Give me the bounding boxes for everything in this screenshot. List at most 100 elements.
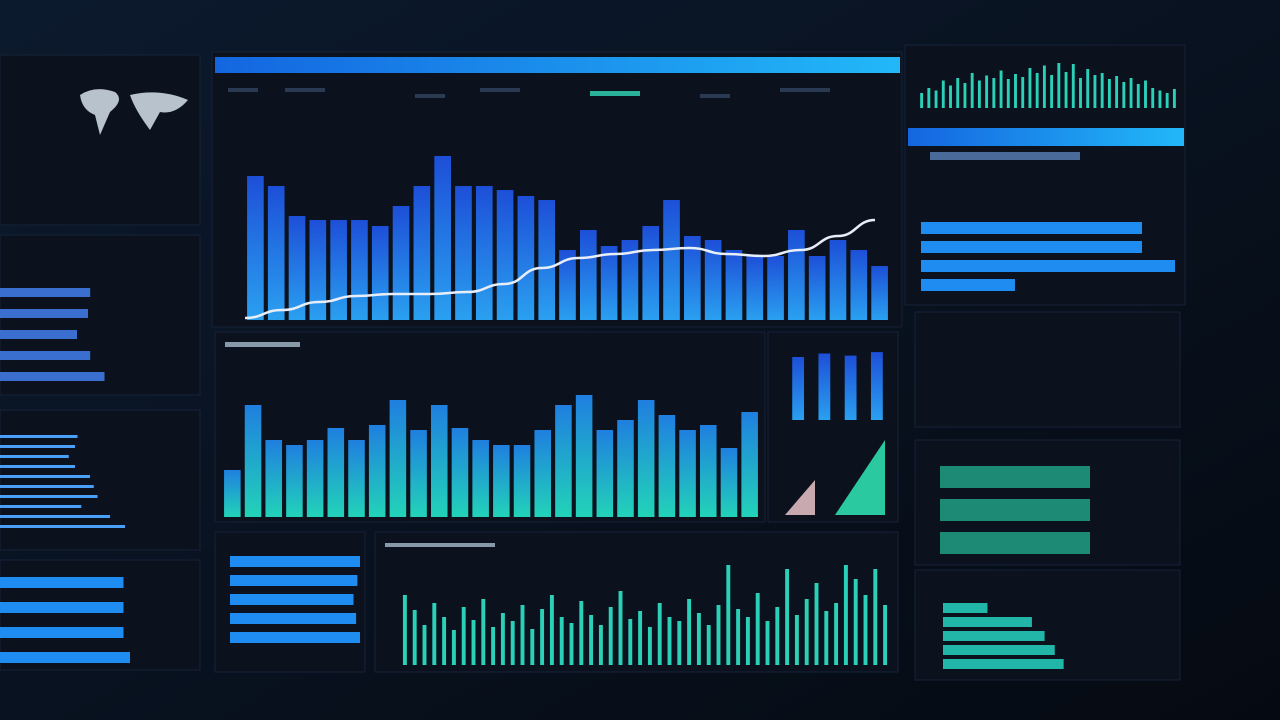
spike [1014, 74, 1017, 108]
spike [442, 617, 447, 665]
spike [755, 593, 760, 665]
spike [977, 80, 981, 108]
bar [637, 400, 655, 517]
bar [642, 226, 660, 320]
area-shape [835, 440, 885, 515]
bar [288, 216, 306, 320]
label-blur [780, 88, 830, 92]
spike [785, 569, 790, 665]
bar [621, 240, 639, 320]
spike [1129, 78, 1133, 108]
hbar [0, 525, 125, 528]
spike [920, 93, 924, 108]
spike [579, 601, 584, 665]
hbar [0, 515, 110, 518]
spike [569, 623, 574, 665]
hbar [0, 435, 78, 438]
spike [696, 613, 701, 665]
label-blur [385, 543, 495, 547]
label-blur [228, 88, 258, 92]
world-map [80, 89, 188, 135]
spike [834, 603, 839, 665]
label-blur [285, 88, 325, 92]
bar [430, 405, 448, 517]
spike [628, 619, 633, 665]
bar [559, 250, 576, 320]
spike [589, 615, 594, 665]
spike [481, 599, 486, 665]
hbar [230, 575, 358, 586]
spike [985, 75, 989, 108]
spike [1028, 68, 1032, 108]
bar [517, 196, 535, 320]
bar [579, 230, 597, 320]
spike [1079, 78, 1082, 108]
bar [534, 430, 552, 517]
bar [247, 176, 264, 320]
spike [941, 80, 945, 108]
spike [500, 613, 505, 665]
spike [549, 595, 554, 665]
bar [267, 186, 285, 320]
spike [873, 569, 878, 665]
header-bar [908, 128, 1184, 146]
header-bar [215, 57, 900, 73]
spike [706, 625, 711, 665]
bar [330, 220, 347, 320]
bar [829, 240, 847, 320]
spike [1144, 80, 1147, 108]
spike [667, 617, 672, 665]
bar [475, 186, 493, 320]
spike [647, 627, 652, 665]
spike [927, 88, 931, 108]
bar [538, 200, 556, 320]
spike [540, 609, 545, 665]
spike [1071, 64, 1075, 108]
spike [726, 565, 731, 665]
label-blur [590, 91, 640, 96]
bar [870, 352, 883, 420]
hbar [0, 495, 98, 498]
bar [410, 430, 427, 517]
spike [598, 625, 603, 665]
hbar [0, 602, 124, 613]
spike [1042, 65, 1046, 108]
hbar [0, 445, 75, 448]
spike [1035, 73, 1039, 108]
hbar [0, 505, 82, 508]
bar [309, 220, 327, 320]
spike [510, 621, 515, 665]
spike [618, 591, 623, 665]
hbar [230, 594, 354, 605]
hbar [921, 222, 1142, 234]
hbar [0, 627, 124, 638]
spike [992, 78, 996, 108]
bar [658, 415, 676, 517]
panel [0, 54, 201, 226]
hbar [943, 617, 1032, 627]
spike [775, 607, 780, 665]
spike [559, 617, 564, 665]
bar [306, 440, 324, 517]
bar [389, 400, 407, 517]
hbar [230, 556, 360, 567]
hbar [0, 288, 91, 297]
bar [663, 200, 680, 320]
spike [853, 579, 858, 665]
hbar [940, 499, 1090, 521]
hbar [0, 351, 91, 360]
bar [513, 445, 531, 517]
bar [684, 236, 701, 320]
hbar [230, 632, 360, 643]
hbar [0, 465, 75, 468]
spike [687, 599, 692, 665]
hbar [0, 485, 94, 488]
hbar [943, 631, 1045, 641]
bar [844, 355, 857, 420]
bar [600, 246, 618, 320]
bar [392, 206, 410, 320]
bar [413, 186, 431, 320]
spike [804, 599, 809, 665]
spike [1093, 75, 1097, 108]
area-shape [785, 480, 815, 515]
